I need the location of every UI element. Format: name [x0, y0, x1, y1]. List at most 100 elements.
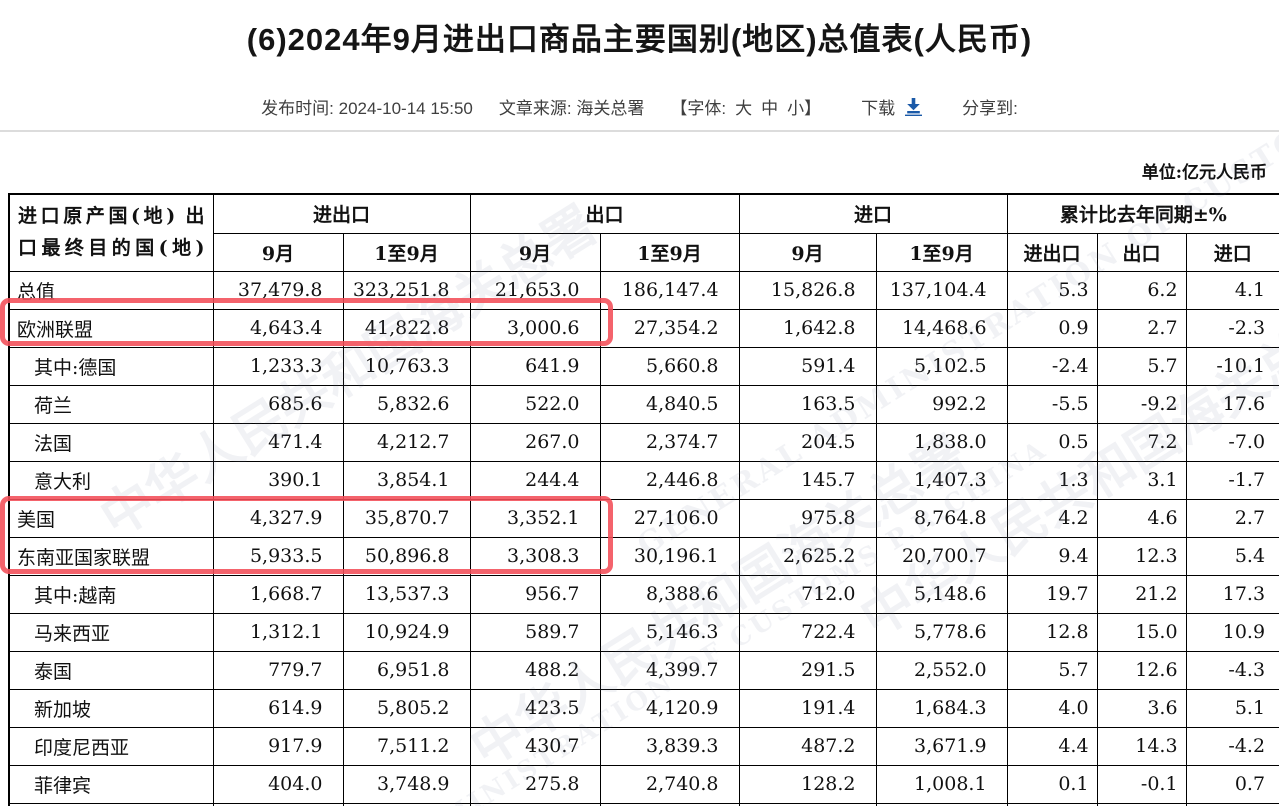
cell-value: -4.2: [1185, 726, 1279, 766]
unit-note: 单位:亿元人民币: [1141, 163, 1267, 183]
cell-value: 2.7: [1096, 308, 1187, 348]
cell-value: -7.0: [1185, 422, 1279, 462]
table-row-partial: [8, 802, 1279, 806]
row-label: 其中:越南: [8, 574, 214, 614]
table-row: 其中:越南 1,668.7 13,537.3 956.7 8,388.6 712.0 5,1…: [8, 574, 1279, 614]
cell-value: 244.4: [469, 460, 601, 500]
sub-header: 1至9月: [875, 232, 1008, 272]
cell-value: 589.7: [469, 612, 601, 652]
cell-value: 2.7: [1185, 498, 1279, 538]
row-label: 马来西亚: [8, 612, 214, 652]
table-row: 其中:德国 1,233.3 10,763.3 641.9 5,660.8 591.4 5,1…: [8, 346, 1279, 386]
page-title: (6)2024年9月进出口商品主要国别(地区)总值表(人民币): [246, 22, 1033, 57]
share-label: 分享到:: [962, 99, 1018, 118]
cell-value: 35,870.7: [342, 498, 471, 538]
cell-value: 3.6: [1096, 688, 1187, 728]
cell-value: 186,147.4: [599, 270, 740, 310]
cell-value: 10,924.9: [342, 612, 471, 652]
cell-value: 1,407.3: [875, 460, 1008, 500]
cell-value: 3,352.1: [469, 498, 601, 538]
cell-value: 4.1: [1185, 270, 1279, 310]
cell-value: 8,764.8: [875, 498, 1008, 538]
cell-value: 591.4: [738, 346, 877, 386]
cell-value: 3,854.1: [342, 460, 471, 500]
cell-value: 204.5: [738, 422, 877, 462]
cell-value: 522.0: [469, 384, 601, 424]
cell-value: 4.2: [1006, 498, 1098, 538]
group-header-yoy: 累计比去年同期±%: [1006, 193, 1279, 234]
font-large-button[interactable]: 大: [735, 99, 753, 118]
cell-value: 3,748.9: [342, 764, 471, 804]
cell-value: 128.2: [738, 764, 877, 804]
row-label: 印度尼西亚: [8, 726, 214, 766]
cell-value: 5,660.8: [599, 346, 740, 386]
cell-value: 3,308.3: [469, 536, 601, 576]
cell-value: 12.8: [1006, 612, 1098, 652]
cell-value: 1.3: [1006, 460, 1098, 500]
cell-value: 4,643.4: [212, 308, 344, 348]
cell-value: 5,778.6: [875, 612, 1008, 652]
sub-header-row: 9月 1至9月 9月 1至9月 9月 1至9月 进出口 出口 进口: [9, 232, 1279, 272]
cell-value: 992.2: [875, 384, 1008, 424]
cell-value: 37,479.8: [212, 270, 344, 310]
download-button[interactable]: 下载: [861, 94, 923, 119]
cell-value: 2,446.8: [599, 460, 740, 500]
cell-value: 5.3: [1006, 270, 1098, 310]
group-header-import: 进口: [738, 193, 1008, 234]
cell-value: 2,374.7: [599, 422, 740, 462]
cell-value: 685.6: [212, 384, 344, 424]
cell-value: 1,008.1: [875, 764, 1008, 804]
cell-value: 5.7: [1096, 346, 1187, 386]
cell-value: 27,354.2: [599, 308, 740, 348]
cell-value: 3.1: [1096, 460, 1187, 500]
cell-value: 41,822.8: [342, 308, 471, 348]
row-label: 泰国: [8, 650, 214, 690]
article-source-label: 文章来源:: [498, 99, 572, 118]
cell-value: 5,146.3: [599, 612, 740, 652]
cell-value: 7,511.2: [342, 726, 471, 766]
cell-value: 19.7: [1006, 574, 1098, 614]
cell-value: 5.1: [1185, 688, 1279, 728]
cell-value: 2,740.8: [599, 764, 740, 804]
row-label: 荷兰: [8, 384, 214, 424]
cell-value: 1,312.1: [212, 612, 344, 652]
cell-value: 21,653.0: [469, 270, 601, 310]
table-body: 总值 37,479.8 323,251.8 21,653.0 186,147.4 15,8…: [8, 270, 1279, 806]
cell-value: 956.7: [469, 574, 601, 614]
cell-value: 1,838.0: [875, 422, 1008, 462]
row-label: 美国: [8, 498, 214, 538]
data-table: 进口原产国(地) 出 口最终目的国(地) 进出口 出口 进口 累计比去年同期±%…: [8, 193, 1279, 806]
cell-value: 471.4: [212, 422, 344, 462]
cell-value: 21.2: [1096, 574, 1187, 614]
sub-header: 进口: [1185, 232, 1279, 272]
header-divider: [0, 130, 1279, 132]
cell-value: 137,104.4: [875, 270, 1008, 310]
cell-value: 487.2: [738, 726, 877, 766]
font-size-control: 【字体: 大中小】: [670, 94, 821, 119]
cell-value: 5,832.6: [342, 384, 471, 424]
table-row: 意大利 390.1 3,854.1 244.4 2,446.8 145.7 1,407.3 1…: [8, 460, 1279, 500]
cell-value: 145.7: [738, 460, 877, 500]
font-medium-button[interactable]: 中: [761, 99, 779, 118]
cell-value: 4,212.7: [342, 422, 471, 462]
cell-value: 8,388.6: [599, 574, 740, 614]
cell-value: 614.9: [212, 688, 344, 728]
cell-value: 17.6: [1185, 384, 1279, 424]
row-label: 菲律宾: [8, 764, 214, 804]
font-small-button[interactable]: 小: [787, 99, 805, 118]
cell-value: 3,839.3: [599, 726, 740, 766]
cell-value: 7.2: [1096, 422, 1187, 462]
cell-value: 917.9: [212, 726, 344, 766]
cell-value: 4.6: [1096, 498, 1187, 538]
publish-time-label: 发布时间:: [261, 99, 334, 118]
cell-value: 0.5: [1006, 422, 1098, 462]
cell-value: 14.3: [1096, 726, 1187, 766]
table-row: 荷兰 685.6 5,832.6 522.0 4,840.5 163.5 992.2 -5.5…: [8, 384, 1279, 424]
cell-value: 641.9: [469, 346, 601, 386]
cell-value: 30,196.1: [599, 536, 740, 576]
cell-value: 5.7: [1006, 650, 1098, 690]
table-row: 欧洲联盟 4,643.4 41,822.8 3,000.6 27,354.2 1,642.…: [8, 308, 1279, 348]
cell-value: 404.0: [212, 764, 344, 804]
table-row: 泰国 779.7 6,951.8 488.2 4,399.7 291.5 2,552.0 5.…: [8, 650, 1279, 690]
